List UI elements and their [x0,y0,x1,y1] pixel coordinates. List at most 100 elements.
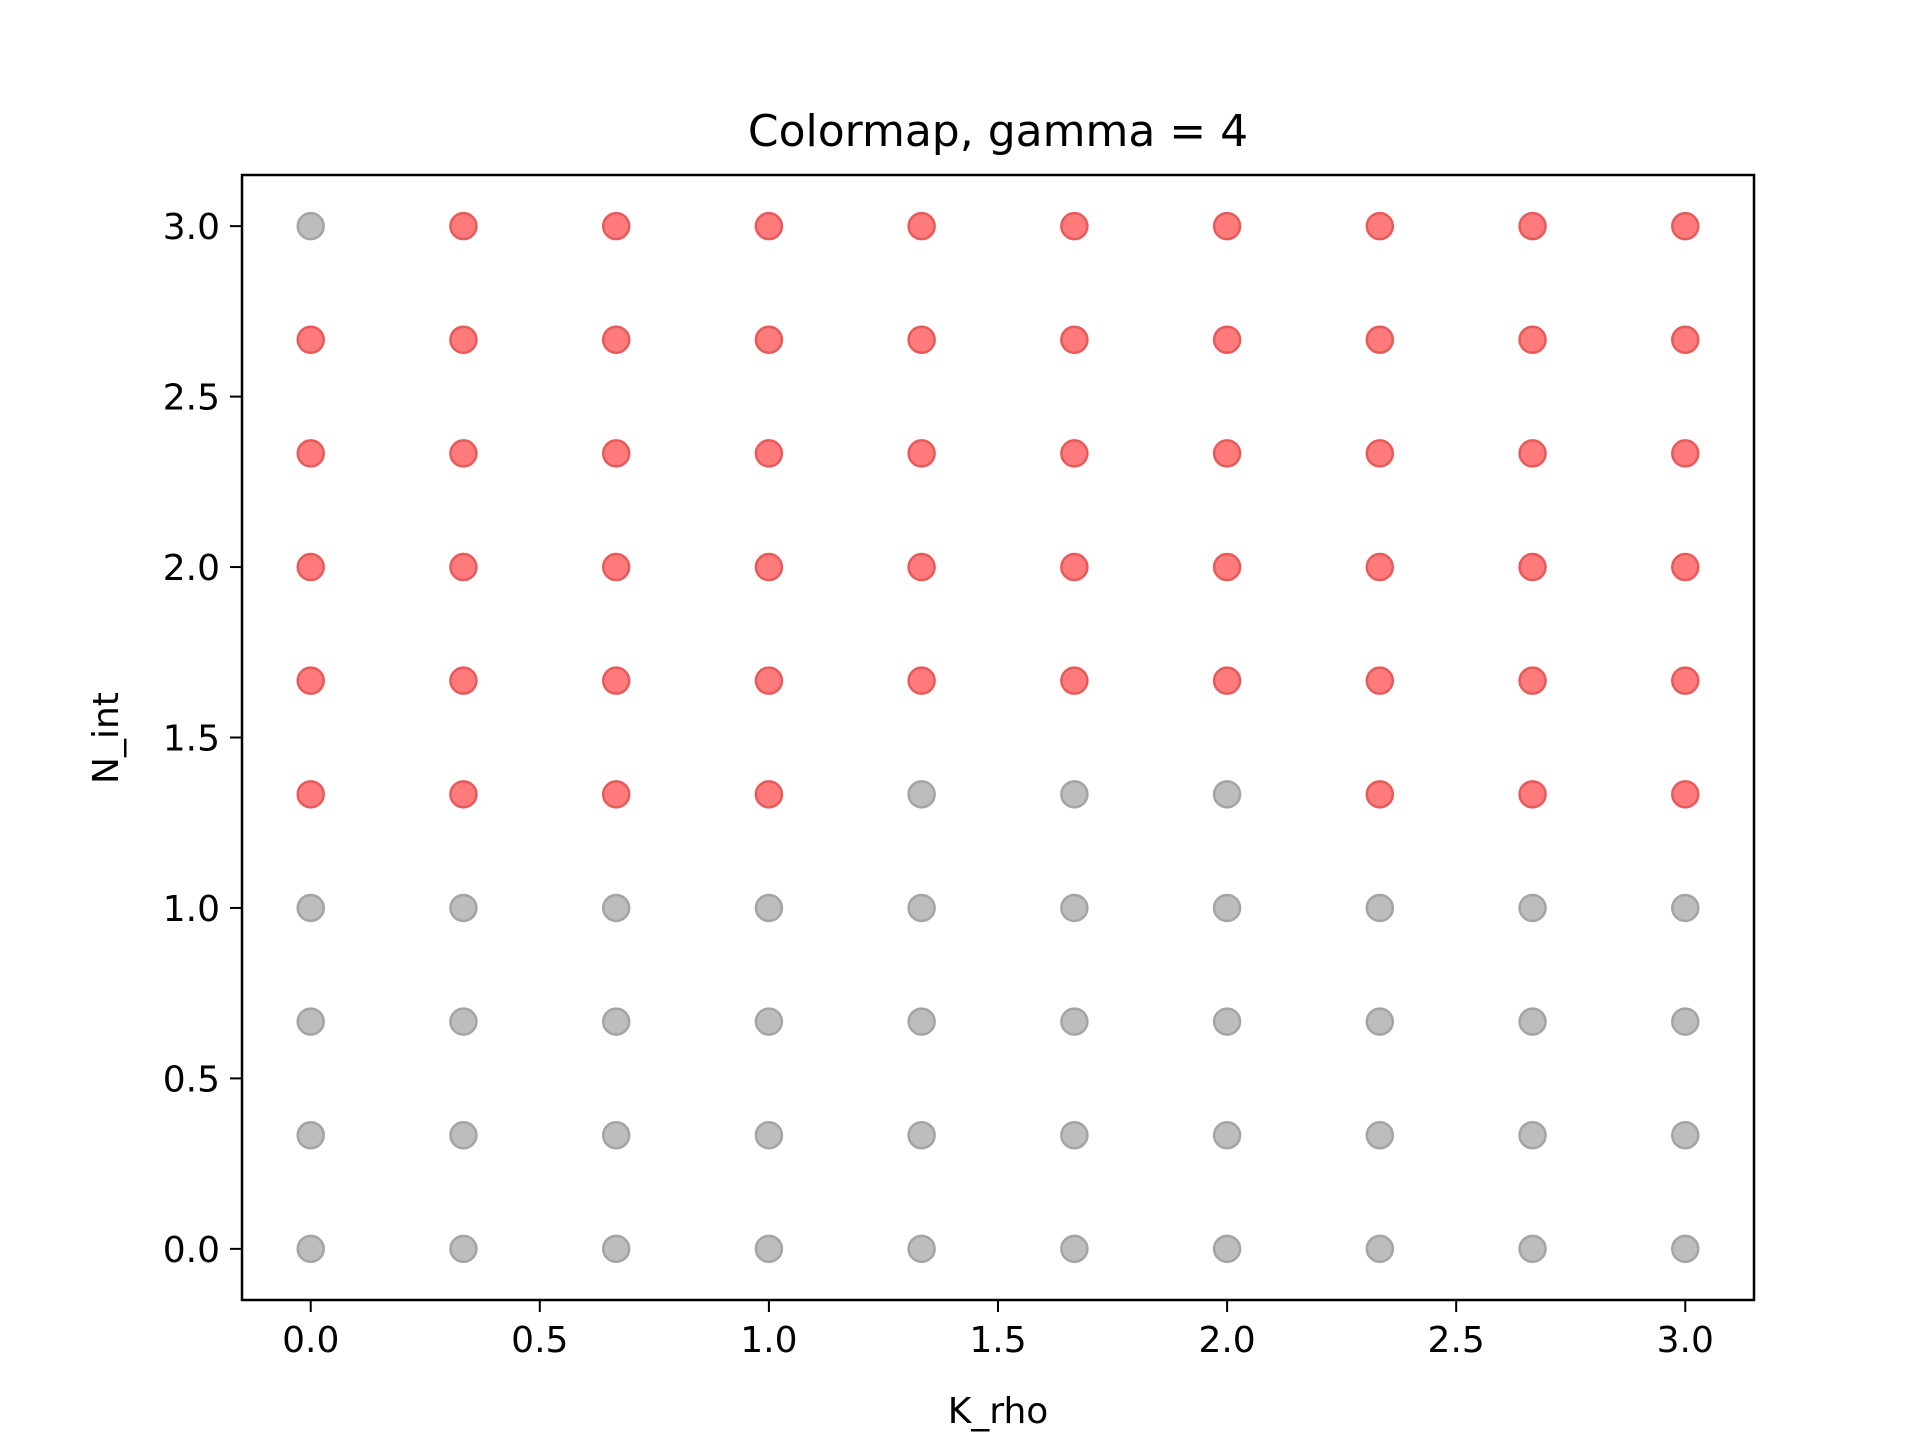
data-point-gray [1365,1007,1395,1036]
data-point-red [1365,666,1395,695]
data-point-gray [601,1234,631,1264]
data-point-red [1060,211,1089,241]
data-point-gray [754,893,784,923]
data-point-gray [601,893,631,923]
data-point-red [601,552,631,582]
x-axis-label: K_rho [948,1391,1049,1432]
data-point-gray [296,1234,325,1264]
x-tick-label: 3.0 [1657,1320,1714,1361]
x-tick-label: 2.0 [1198,1320,1255,1361]
y-tick-label: 1.5 [163,719,220,760]
data-point-red [296,666,325,695]
data-point-gray [296,893,325,923]
data-point-gray [1671,1007,1700,1036]
data-point-red [1060,325,1089,355]
data-point-gray [907,780,936,809]
data-point-gray [601,1007,631,1036]
data-point-red [296,552,325,582]
y-tick-label: 2.5 [163,378,220,419]
data-point-red [601,780,631,809]
data-point-red [907,325,936,355]
data-point-gray [449,893,478,923]
data-point-gray [1212,1007,1242,1036]
data-point-gray [1060,780,1089,809]
data-point-gray [1212,1120,1242,1150]
data-point-gray [907,1007,936,1036]
data-point-red [601,325,631,355]
data-point-red [1212,439,1242,468]
x-tick-label: 0.0 [282,1320,339,1361]
data-point-red [296,325,325,355]
data-point-red [907,552,936,582]
data-point-red [601,666,631,695]
data-point-gray [1365,893,1395,923]
data-point-red [1518,780,1547,809]
data-point-red [1365,439,1395,468]
data-point-red [907,211,936,241]
y-tick-label: 1.0 [163,889,220,930]
y-tick-label: 0.5 [163,1059,220,1100]
data-point-red [1212,211,1242,241]
data-point-gray [449,1120,478,1150]
data-point-gray [1365,1234,1395,1264]
x-tick-label: 2.5 [1428,1320,1485,1361]
data-point-red [296,780,325,809]
data-point-gray [1671,1120,1700,1150]
data-point-gray [296,1007,325,1036]
data-point-red [1671,439,1700,468]
y-axis-label: N_int [86,692,127,784]
data-point-gray [1365,1120,1395,1150]
data-point-gray [907,1120,936,1150]
y-tick-label: 2.0 [163,548,220,589]
data-point-gray [1518,1007,1547,1036]
data-point-gray [754,1234,784,1264]
data-point-gray [1212,893,1242,923]
data-point-red [754,780,784,809]
data-point-red [1060,666,1089,695]
data-point-red [296,439,325,468]
x-axis-ticks: 0.0 0.5 1.0 1.5 2.0 2.5 3.0 [282,1300,1714,1361]
x-tick-label: 1.0 [740,1320,797,1361]
data-point-red [754,325,784,355]
data-point-gray [1060,893,1089,923]
data-point-gray [601,1120,631,1150]
data-point-red [907,439,936,468]
data-point-red [449,666,478,695]
data-point-red [754,666,784,695]
data-point-red [1365,780,1395,809]
data-point-gray [1518,1234,1547,1264]
data-point-gray [449,1007,478,1036]
data-point-red [449,780,478,809]
data-point-gray [1060,1120,1089,1150]
x-tick-label: 0.5 [511,1320,568,1361]
data-point-red [1365,211,1395,241]
points-layer [296,211,1700,1264]
data-point-red [1212,666,1242,695]
data-point-red [1365,325,1395,355]
data-point-red [601,211,631,241]
data-point-red [1518,325,1547,355]
data-point-gray [907,1234,936,1264]
x-tick-label: 1.5 [969,1320,1026,1361]
data-point-gray [449,1234,478,1264]
data-point-red [1518,666,1547,695]
y-tick-label: 3.0 [163,207,220,248]
data-point-red [449,439,478,468]
y-tick-label: 0.0 [163,1230,220,1271]
data-point-gray [754,1120,784,1150]
data-point-gray [296,1120,325,1150]
data-point-gray [1060,1007,1089,1036]
data-point-red [1212,325,1242,355]
data-point-red [754,552,784,582]
y-axis-ticks: 0.0 0.5 1.0 1.5 2.0 2.5 3.0 [163,207,242,1271]
data-point-red [1212,552,1242,582]
data-point-gray [1212,780,1242,809]
axes-frame [240,173,1756,1302]
data-point-gray [1212,1234,1242,1264]
data-point-gray [1060,1234,1089,1264]
data-point-red [449,211,478,241]
data-point-red [449,552,478,582]
data-point-red [1671,325,1700,355]
